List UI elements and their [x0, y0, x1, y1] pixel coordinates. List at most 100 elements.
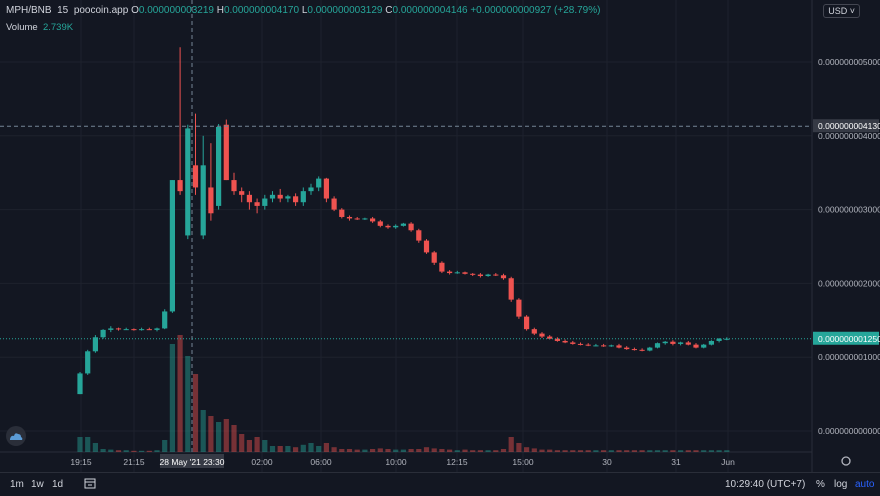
candle-body — [624, 347, 630, 350]
volume-bar — [477, 450, 483, 452]
candle-body — [300, 191, 306, 203]
candle-body — [77, 373, 83, 395]
candle-body — [408, 223, 414, 231]
candle-body — [601, 345, 607, 347]
close-label: C — [385, 5, 393, 16]
log-toggle[interactable]: log — [834, 479, 848, 490]
candle-body — [531, 329, 537, 334]
candle-body — [393, 225, 399, 228]
volume-bar — [216, 422, 222, 452]
volume-bar — [408, 449, 414, 452]
symbol-label[interactable]: MPH/BNB — [6, 5, 52, 16]
candle-body — [277, 194, 283, 199]
candle-body — [323, 178, 329, 199]
candle-body — [493, 274, 499, 276]
volume-bar — [624, 450, 630, 452]
volume-bar — [377, 448, 383, 452]
time-tick-label: 19:15 — [70, 457, 92, 467]
volume-bar — [354, 449, 360, 452]
candle-body — [192, 165, 199, 188]
high-label: H — [216, 5, 224, 16]
candle-body — [485, 274, 491, 277]
candle-body — [269, 194, 276, 199]
currency-select[interactable]: USD ˅ — [823, 4, 860, 18]
last-price-tag — [813, 331, 879, 345]
volume-bar — [647, 450, 653, 452]
volume-bar — [393, 449, 399, 452]
volume-bar — [123, 450, 129, 452]
candle-body — [577, 343, 584, 345]
candle-body — [454, 272, 460, 274]
candle-body — [293, 196, 299, 203]
candle-body — [316, 178, 322, 188]
volume-bar — [577, 450, 584, 452]
candle-body — [516, 299, 522, 317]
candle-body — [400, 223, 406, 226]
candle-body — [539, 333, 545, 337]
candle-body — [177, 180, 183, 192]
candle-body — [239, 191, 245, 195]
candle-body — [654, 343, 661, 348]
volume-bar — [554, 450, 560, 452]
crosshair-time-label: 28 May '21 23:30 — [160, 457, 225, 467]
tradingview-logo-icon[interactable] — [6, 426, 26, 446]
auto-toggle[interactable]: auto — [855, 479, 875, 490]
clock-readout[interactable]: 10:29:40 (UTC+7) — [725, 479, 806, 490]
candle-body — [439, 262, 445, 272]
candle-body — [585, 344, 591, 346]
volume-bar — [570, 450, 576, 452]
volume-bar — [701, 450, 707, 452]
candle-body — [200, 165, 206, 236]
settings-gear-icon[interactable] — [841, 456, 851, 466]
timeframe-1m-button[interactable]: 1m — [10, 479, 24, 490]
volume-bar — [454, 450, 460, 452]
volume-bar — [639, 450, 645, 452]
time-tick-label: 21:15 — [123, 457, 145, 467]
volume-bar — [423, 447, 430, 452]
volume-bar — [323, 443, 329, 452]
candle-body — [115, 328, 122, 330]
volume-bar — [500, 449, 507, 452]
volume-bar — [139, 450, 145, 452]
candle-body — [647, 347, 653, 351]
volume-bar — [277, 446, 283, 452]
timeframe-1w-button[interactable]: 1w — [31, 479, 44, 490]
volume-bar — [493, 450, 499, 452]
volume-bar — [539, 449, 545, 452]
candle-body — [462, 272, 468, 274]
volume-bar — [662, 450, 668, 452]
percent-toggle[interactable]: % — [816, 479, 825, 490]
candle-body — [146, 329, 152, 331]
timeframe-1d-button[interactable]: 1d — [52, 479, 64, 490]
candle-body — [431, 252, 437, 263]
volume-bar — [608, 450, 614, 452]
volume-bar — [431, 448, 437, 452]
volume-bar — [208, 416, 214, 452]
volume-bar — [293, 447, 299, 452]
candle-body — [169, 180, 175, 312]
low-label: L — [301, 5, 308, 16]
volume-bar — [200, 410, 206, 452]
goto-date-icon[interactable] — [84, 477, 96, 492]
candle-body — [447, 271, 453, 274]
candle-body — [285, 196, 291, 199]
volume-bar — [462, 449, 468, 452]
volume-bar — [670, 450, 676, 452]
volume-bar — [77, 437, 83, 452]
volume-bar — [601, 450, 607, 452]
volume-bar — [708, 450, 714, 452]
chart-legend: MPH/BNB 15 poocoin.app O0.000000003219 H… — [6, 5, 600, 16]
volume-bar — [447, 449, 453, 452]
volume-bar — [192, 374, 199, 452]
open-label: O — [131, 5, 139, 16]
source-label: poocoin.app — [73, 5, 129, 16]
volume-bar — [254, 437, 260, 452]
crosshair — [0, 0, 812, 452]
close-value: 0.000000004146 — [392, 5, 468, 16]
candle-body — [223, 124, 229, 181]
time-tick-label: 30 — [602, 457, 612, 467]
time-tick-label: 06:00 — [310, 457, 332, 467]
crosshair-price-tag — [813, 119, 879, 133]
interval-label[interactable]: 15 — [57, 5, 69, 16]
